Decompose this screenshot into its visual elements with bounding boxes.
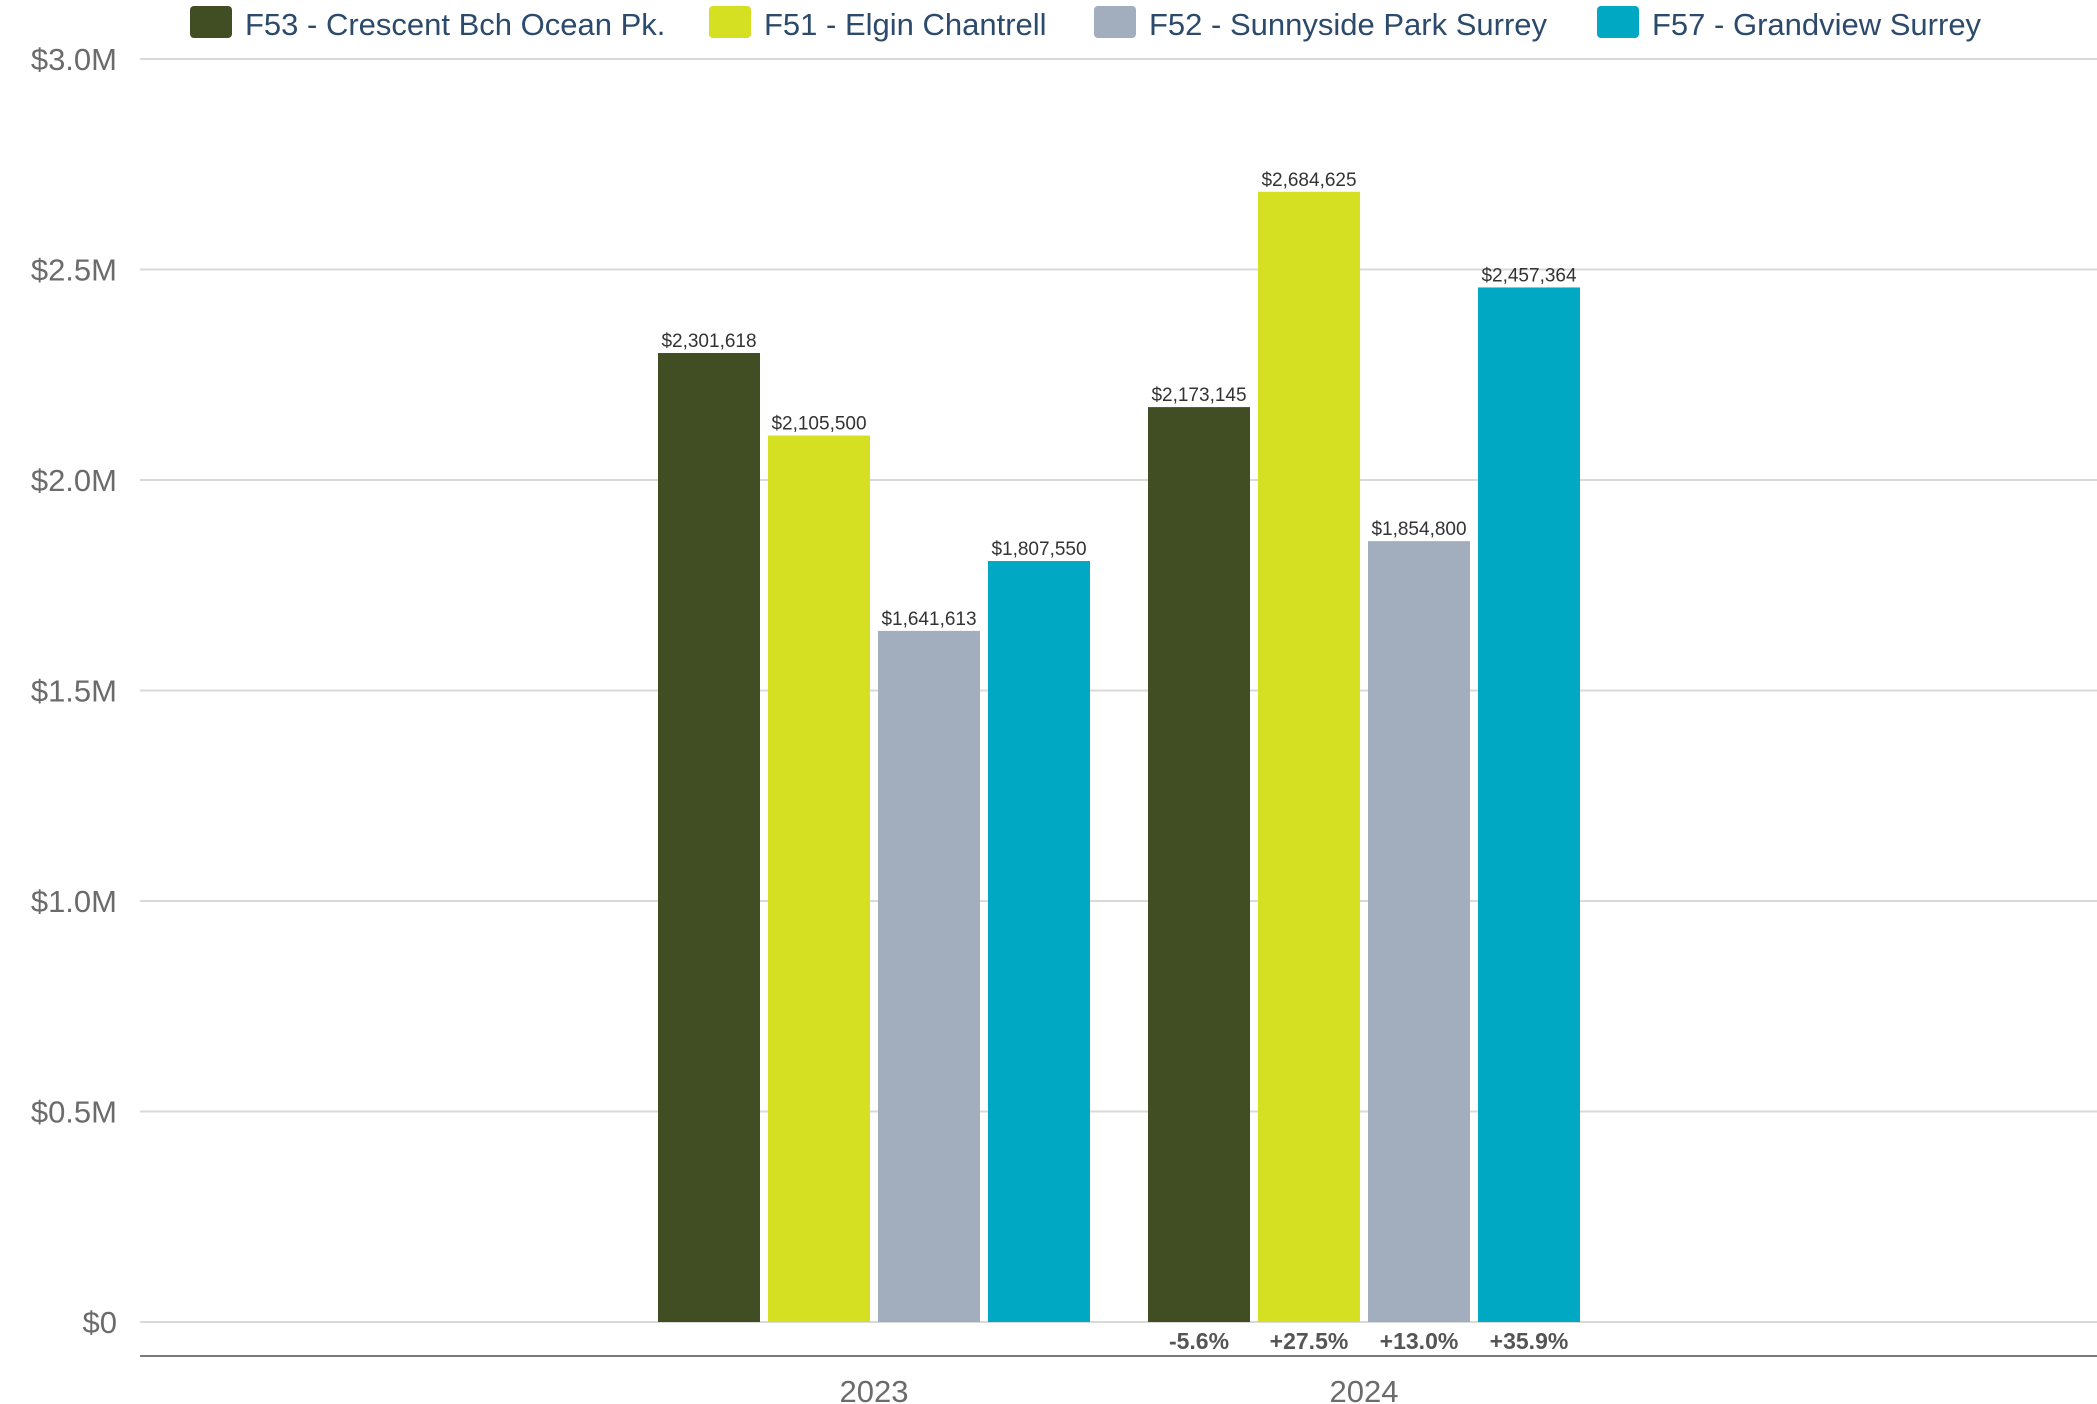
data-label: $1,641,613 [881, 609, 976, 630]
change-label: +13.0% [1380, 1328, 1459, 1354]
bar [878, 630, 980, 1322]
change-label: -5.6% [1169, 1328, 1229, 1354]
y-tick-label: $0 [83, 1305, 117, 1340]
legend-swatch [1094, 6, 1136, 38]
data-label: $2,457,364 [1481, 265, 1577, 286]
y-tick-label: $1.5M [31, 674, 117, 709]
y-tick-label: $1.0M [31, 884, 117, 919]
bar [1368, 541, 1470, 1322]
bar [1258, 191, 1360, 1323]
bar [658, 353, 760, 1323]
data-label: $2,301,618 [661, 331, 756, 352]
change-label: +27.5% [1270, 1328, 1349, 1354]
y-tick-label: $2.5M [31, 253, 117, 288]
legend-swatch [709, 6, 751, 38]
legend-swatch [1597, 6, 1639, 38]
legend-swatch [190, 6, 232, 38]
bar [1478, 287, 1580, 1323]
legend-label: F52 - Sunnyside Park Surrey [1149, 7, 1548, 42]
data-label: $2,105,500 [771, 414, 866, 435]
x-tick-label: 2024 [1330, 1374, 1399, 1404]
x-tick-label: 2023 [840, 1374, 909, 1404]
y-tick-label: $2.0M [31, 463, 117, 498]
y-tick-label: $3.0M [31, 42, 117, 77]
bar [768, 435, 870, 1323]
y-tick-label: $0.5M [31, 1095, 117, 1130]
data-label: $2,173,145 [1151, 385, 1246, 406]
legend-label: F51 - Elgin Chantrell [764, 7, 1047, 42]
legend-label: F57 - Grandview Surrey [1652, 7, 1982, 42]
change-label: +35.9% [1490, 1328, 1569, 1354]
bar [1148, 407, 1250, 1322]
legend-label: F53 - Crescent Bch Ocean Pk. [245, 7, 665, 42]
data-label: $1,807,550 [991, 539, 1086, 560]
data-label: $1,854,800 [1371, 519, 1466, 540]
bar [988, 561, 1090, 1322]
data-label: $2,684,625 [1261, 170, 1356, 191]
